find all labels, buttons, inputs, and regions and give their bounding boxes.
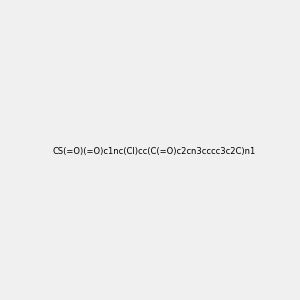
Text: CS(=O)(=O)c1nc(Cl)cc(C(=O)c2cn3cccc3c2C)n1: CS(=O)(=O)c1nc(Cl)cc(C(=O)c2cn3cccc3c2C)…: [52, 147, 255, 156]
